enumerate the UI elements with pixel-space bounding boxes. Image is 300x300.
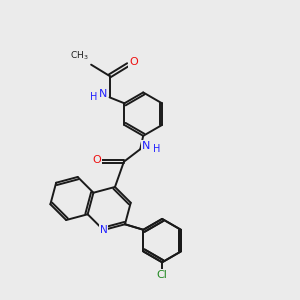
Text: O: O	[129, 57, 138, 67]
Text: CH$_3$: CH$_3$	[70, 49, 89, 62]
Text: Cl: Cl	[157, 270, 168, 280]
Text: H: H	[90, 92, 98, 102]
Text: O: O	[93, 155, 101, 165]
Text: N: N	[100, 225, 107, 235]
Text: N: N	[99, 89, 107, 99]
Text: H: H	[153, 144, 160, 154]
Text: N: N	[141, 141, 150, 151]
